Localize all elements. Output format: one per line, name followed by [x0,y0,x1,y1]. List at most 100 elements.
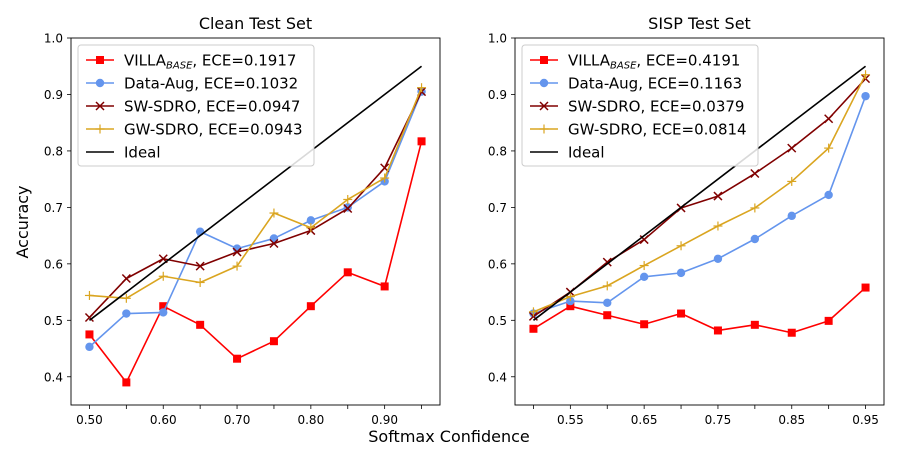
series-ideal [532,65,867,321]
y-tick-label: 0.8 [488,144,507,158]
x-tick-label: 0.65 [631,413,658,427]
data-point [677,309,686,318]
legend-marker [95,101,105,111]
data-point [566,302,575,311]
data-point [603,311,612,320]
data-point [566,296,575,306]
series-line [533,74,867,313]
y-tick-label: 0.5 [488,314,507,328]
series-line [88,91,423,348]
data-point [824,114,834,124]
legend-label: VILLABASE, ECE=0.4191 [568,52,740,72]
legend-box [77,44,315,167]
data-point [713,221,723,231]
data-point [787,328,796,337]
y-tick-label: 0.8 [44,144,63,158]
data-point [676,241,686,251]
series-line [533,286,867,334]
marker-x-stroke [750,168,760,179]
legend-label: Ideal [124,144,161,162]
marker-x-stroke [713,191,723,201]
data-point [713,254,723,263]
marker-x-stroke [787,143,797,153]
y-tick-label: 0.9 [488,88,507,102]
data-point [306,302,315,311]
data-point [380,282,389,291]
legend-entry: Ideal [86,144,161,162]
data-point [417,83,427,93]
data-point [750,320,759,329]
x-tick-label: 0.75 [705,413,732,427]
y-tick-label: 1.0 [44,32,63,46]
data-point [565,292,575,302]
legend-entry: GW-SDRO, ECE=0.0943 [86,121,303,139]
chart-panel-2: SISP Test Set 0.55 0.65 0.75 0.85 0.95 0.4 0.5 0… [488,14,885,427]
y-tick-label: 0.7 [44,201,63,215]
y-tick-label: 1.0 [488,32,507,46]
data-point [639,261,649,271]
data-point [529,324,538,333]
series-line [89,87,423,300]
x-tick-label: 0.90 [371,413,398,427]
data-point [824,143,834,153]
data-point [787,143,797,153]
data-point [713,326,722,335]
data-point [750,234,760,244]
data-point [306,216,316,225]
chart-title: SISP Test Set [648,14,751,33]
data-point [195,227,205,236]
data-point [343,203,353,214]
legend-label: VILLABASE, ECE=0.1917 [124,52,296,72]
marker-x-stroke [528,311,538,321]
marker-x-stroke [121,273,131,284]
x-tick-label: 0.55 [557,413,584,427]
data-point [158,271,168,281]
data-point [343,194,353,204]
legend-marker [539,78,549,88]
series-villa [85,137,426,387]
data-point [861,70,871,80]
marker-x-stroke [195,261,205,271]
legend-entry: Ideal [530,144,605,162]
legend-box [521,44,759,167]
x-tick-label: 0.80 [297,413,324,427]
data-point [750,168,760,179]
y-tick-label: 0.9 [44,88,63,102]
marker-x-stroke [539,101,549,111]
data-point [84,290,94,300]
data-point [528,307,538,317]
data-point [121,293,131,303]
x-tick-label: 0.50 [76,413,103,427]
series-line [533,95,867,315]
x-tick-label: 0.95 [852,413,879,427]
legend-marker [539,124,549,134]
legend-entry: GW-SDRO, ECE=0.0814 [530,121,747,139]
figure-ylabel: Accuracy [13,185,32,258]
data-point [306,223,316,233]
legend: VILLABASE, ECE=0.1917 Data-Aug, ECE=0.103… [77,44,315,167]
series-line [532,65,867,321]
marker-x-stroke [343,203,353,214]
x-tick-label: 0.70 [224,413,251,427]
data-point [269,337,278,346]
data-point [122,309,131,318]
plot-frame [70,37,441,406]
legend-marker [95,78,105,88]
series-line [88,65,423,321]
data-point [121,273,131,284]
legend-entry: VILLABASE, ECE=0.4191 [530,52,740,72]
marker-x-stroke [824,114,834,124]
data-point [602,281,612,291]
marker-x-stroke [232,247,242,257]
data-point [861,91,870,101]
data-point [159,308,168,317]
marker-x-stroke [158,254,168,264]
series-gw-sdro [84,83,427,303]
y-tick-label: 0.5 [44,314,63,328]
data-point [787,176,797,186]
data-point [640,320,649,329]
marker-x-stroke [84,312,94,323]
y-tick-label: 0.4 [44,370,63,384]
data-point [380,173,390,183]
legend: VILLABASE, ECE=0.4191 Data-Aug, ECE=0.116… [521,44,759,167]
